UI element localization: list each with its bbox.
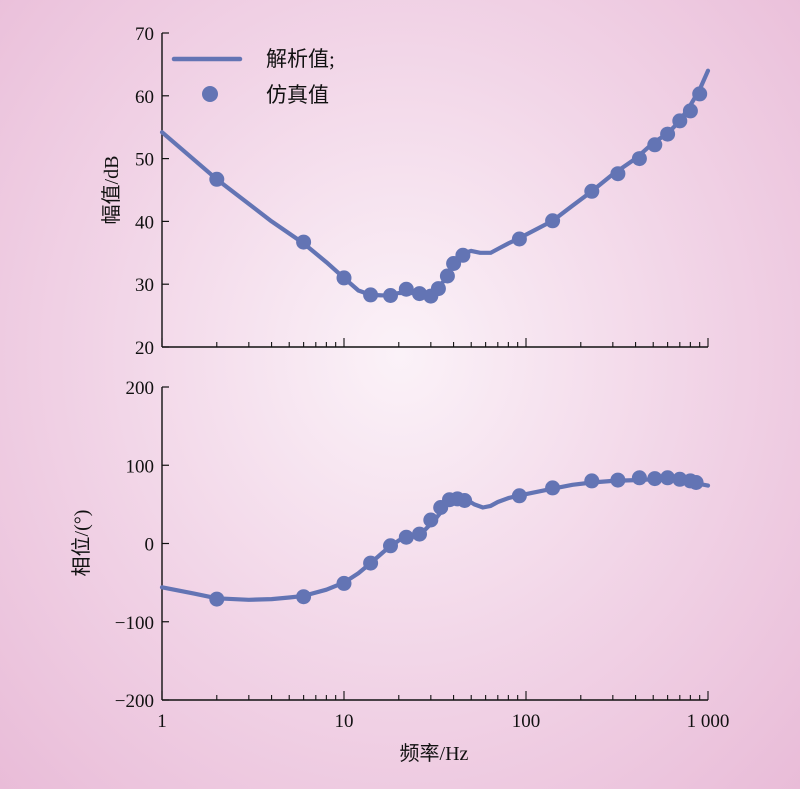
legend-label-simulation: 仿真值 bbox=[266, 83, 329, 107]
simulation-point bbox=[457, 493, 473, 508]
simulation-point bbox=[296, 589, 312, 605]
y-tick-label: −100 bbox=[115, 613, 154, 634]
x-axis-title: 频率/Hz bbox=[400, 742, 469, 765]
simulation-point bbox=[398, 529, 414, 545]
simulation-point bbox=[631, 151, 647, 167]
simulation-point bbox=[383, 538, 398, 554]
y-tick-label: 20 bbox=[135, 338, 154, 359]
simulation-point bbox=[423, 512, 439, 528]
legend: 解析值; 仿真值 bbox=[171, 47, 335, 107]
y-tick-label: 70 bbox=[135, 24, 154, 45]
y-tick-label: 100 bbox=[126, 456, 155, 477]
simulation-point bbox=[209, 171, 225, 187]
simulation-point bbox=[398, 281, 414, 297]
y-axis-title-magnitude: 幅值/dB bbox=[100, 156, 123, 225]
simulation-point bbox=[610, 472, 626, 488]
y-tick-label: −200 bbox=[115, 691, 154, 712]
analytical-line bbox=[159, 68, 711, 298]
simulation-point bbox=[296, 234, 312, 250]
simulation-point bbox=[610, 166, 626, 182]
simulation-point bbox=[336, 575, 352, 591]
simulation-point bbox=[439, 268, 455, 284]
simulation-point bbox=[647, 471, 663, 487]
simulation-point bbox=[430, 281, 446, 297]
y-tick-label: 0 bbox=[145, 535, 155, 556]
phase-panel: −200 −100 0 100 200 1 10 100 1 000 bbox=[115, 378, 730, 732]
simulation-point bbox=[660, 126, 676, 142]
simulation-point bbox=[660, 470, 676, 486]
legend-dot-swatch bbox=[202, 86, 218, 102]
simulation-point bbox=[209, 591, 225, 607]
simulation-point bbox=[511, 488, 527, 504]
simulation-point bbox=[545, 213, 561, 229]
simulation-point bbox=[412, 526, 427, 542]
x-tick-label: 1 bbox=[157, 711, 167, 732]
simulation-point bbox=[584, 473, 600, 489]
simulation-point bbox=[682, 103, 698, 119]
y-tick-label: 30 bbox=[135, 275, 154, 296]
simulation-point bbox=[383, 288, 398, 303]
simulation-point bbox=[688, 475, 704, 490]
simulation-point bbox=[672, 113, 688, 129]
simulation-point bbox=[412, 286, 427, 302]
analytical-line bbox=[159, 477, 711, 602]
y-tick-label: 50 bbox=[135, 150, 154, 171]
y-tick-label: 60 bbox=[135, 87, 154, 108]
simulation-point bbox=[692, 86, 708, 102]
simulation-point bbox=[631, 470, 647, 486]
x-tick-label: 100 bbox=[512, 711, 541, 732]
y-tick-label: 200 bbox=[126, 378, 155, 399]
y-tick-label: 40 bbox=[135, 212, 154, 233]
simulation-point bbox=[545, 480, 561, 496]
simulation-point bbox=[363, 287, 379, 303]
simulation-point bbox=[511, 231, 527, 247]
x-tick-label: 10 bbox=[335, 711, 354, 732]
simulation-point bbox=[584, 183, 600, 199]
simulation-point bbox=[336, 270, 352, 286]
legend-label-analytical: 解析值; bbox=[266, 47, 335, 71]
simulation-point bbox=[363, 555, 379, 571]
x-tick-label: 1 000 bbox=[687, 711, 730, 732]
simulation-point bbox=[455, 247, 471, 263]
y-axis-title-phase: 相位/(°) bbox=[70, 510, 93, 577]
magnitude-panel: 20 30 40 50 60 70 bbox=[135, 24, 711, 359]
simulation-point bbox=[647, 137, 663, 153]
